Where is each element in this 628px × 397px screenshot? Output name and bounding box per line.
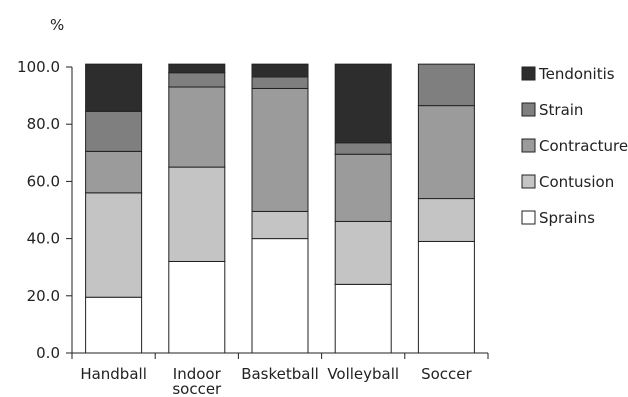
y-unit-label: %: [50, 16, 64, 34]
bar-segment-strain: [168, 72, 226, 88]
bar-segment-contusion: [85, 192, 143, 298]
bar-segment-contusion: [334, 220, 392, 285]
y-axis-ticks: 0.0 20.0 40.0 60.0 80.0 100.0: [17, 58, 72, 362]
bar-segment-contracture: [251, 87, 309, 212]
x-tick-label: Basketball: [241, 365, 319, 383]
bar-segment-tendonitis: [251, 63, 309, 78]
bars-group: [85, 63, 475, 354]
x-tick-label: Volleyball: [327, 365, 399, 383]
legend-label: Strain: [539, 101, 583, 119]
legend-swatch-strain: [521, 102, 536, 117]
bar-segment-sprains: [251, 238, 309, 354]
y-tick-label: 20.0: [27, 287, 60, 305]
legend: Tendonitis Strain Contracture Contusion Spra…: [521, 65, 628, 227]
bar-segment-sprains: [334, 283, 392, 354]
bar-segment-contracture: [168, 86, 226, 168]
x-tick-label: Soccer: [421, 365, 472, 383]
bar-segment-sprains: [417, 240, 475, 354]
legend-swatch-contusion: [521, 174, 536, 189]
x-tick-label: soccer: [172, 380, 222, 397]
y-tick-label: 100.0: [17, 58, 60, 76]
bar-segment-contusion: [251, 210, 309, 240]
legend-swatch-tendonitis: [521, 66, 536, 81]
bar-segment-contusion: [417, 198, 475, 242]
bar-segment-tendonitis: [85, 63, 143, 112]
bar-segment-tendonitis: [334, 63, 392, 144]
y-tick-label: 0.0: [36, 344, 60, 362]
bar-segment-contracture: [85, 150, 143, 194]
legend-label: Contusion: [539, 173, 614, 191]
axes-group: [71, 67, 489, 359]
bar-segment-tendonitis: [168, 63, 226, 74]
y-tick-label: 40.0: [27, 230, 60, 248]
bar-segment-contracture: [334, 153, 392, 222]
legend-swatch-sprains: [521, 210, 536, 225]
bar-segment-contracture: [417, 105, 475, 200]
bar-segment-strain: [334, 142, 392, 155]
legend-swatch-contracture: [521, 138, 536, 153]
legend-label: Tendonitis: [538, 65, 615, 83]
x-tick-label: Handball: [80, 365, 147, 383]
y-tick-label: 80.0: [27, 115, 60, 133]
bar-segment-sprains: [168, 260, 226, 354]
legend-label: Sprains: [539, 209, 595, 227]
bar-segment-sprains: [85, 296, 143, 354]
bar-segment-strain: [251, 76, 309, 89]
bar-segment-strain: [85, 110, 143, 152]
bar-segment-strain: [417, 63, 475, 107]
y-tick-label: 60.0: [27, 172, 60, 190]
x-tick-label: Indoor: [173, 365, 222, 383]
legend-label: Contracture: [539, 137, 628, 155]
bar-segment-contusion: [168, 166, 226, 262]
